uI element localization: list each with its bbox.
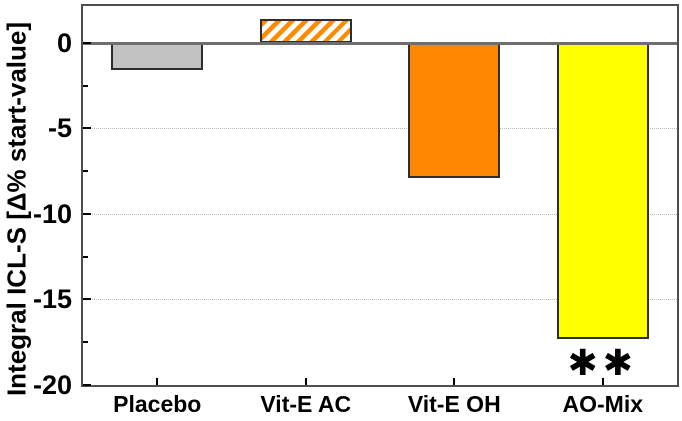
x-category-label-ao-mix: AO-Mix [562,391,644,417]
y-minor-tick--17.5 [83,341,88,344]
x-tick-ao-mix [601,378,604,385]
gridline-layer [83,6,677,385]
y-tick-label--20: -20 [32,370,72,400]
bars-layer [83,6,677,385]
y-tick-label-0: 0 [56,27,72,58]
x-category-label-vit-e-oh: Vit-E OH [407,391,501,417]
y-minor-tick--7.5 [83,170,88,173]
y-tick-label--15: -15 [32,284,72,315]
x-category-label-vit-e-ac: Vit-E AC [260,391,352,417]
x-tick-placebo [156,378,159,385]
x-tick-vit-e-oh [453,378,456,385]
y-minor-tick--12.5 [83,255,88,258]
gridline--10 [83,213,677,215]
tick-mark-layer [83,6,677,386]
y-major-tick--5 [83,127,91,130]
y-tick-label--5: -5 [47,113,72,144]
gridline--15 [83,299,677,301]
gridline--5 [83,128,677,130]
y-major-tick--10 [83,212,91,215]
y-major-tick--15 [83,298,91,301]
y-major-tick--20 [83,384,91,386]
zero-line [83,41,677,45]
y-tick-label--10: -10 [32,198,72,229]
bar-vit-e-oh [408,42,501,178]
y-major-tick-0 [83,41,91,44]
x-tick-vit-e-ac [304,378,307,385]
bar-ao-mix [556,42,649,339]
annotation-layer: ✱✱ [83,6,677,385]
plot-area: ✱✱ [81,4,679,387]
significance-marker-ao-mix: ✱✱ [567,341,638,383]
x-category-label-placebo: Placebo [113,391,202,417]
y-minor-tick--2.5 [83,84,88,87]
